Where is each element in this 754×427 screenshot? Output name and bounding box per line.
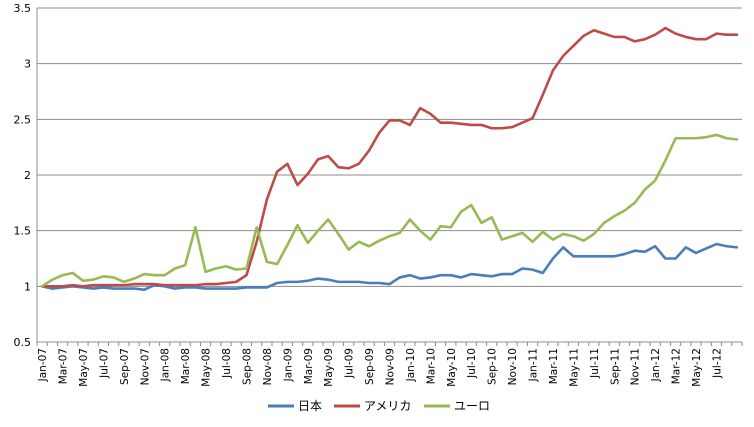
x-tick-label: May-11 [568,348,580,387]
legend-label: 日本 [298,399,322,413]
x-tick-label: Mar-12 [671,348,683,384]
y-tick-label: 2.5 [14,113,32,126]
x-tick-label: Jul-07 [98,348,110,379]
x-tick-label: Nov-08 [262,348,274,385]
y-tick-label: 0.5 [14,336,32,349]
grid-lines [37,7,742,287]
x-tick-label: Mar-10 [425,348,437,384]
series-lines [40,26,739,291]
x-tick-label: Mar-08 [180,348,192,384]
x-tick-label: Nov-10 [507,348,519,385]
x-tick-label: Mar-09 [303,348,315,384]
x-tick-label: Mar-07 [58,348,70,384]
x-tick-label: Jul-09 [344,348,356,379]
x-tick-label: Sep-07 [119,348,131,385]
y-tick-label: 1 [24,280,31,293]
x-tick-label: Jul-12 [711,348,723,379]
x-tick-label: Nov-07 [139,348,151,385]
x-tick-label: May-08 [201,348,213,387]
x-tick-label: Jan-12 [650,348,662,382]
x-tick-label: Jul-08 [221,348,233,379]
y-tick-label: 3 [24,58,31,71]
x-tick-label: Sep-08 [241,348,253,385]
x-tick-label: May-12 [691,348,703,387]
x-tick-label: Jan-07 [37,348,49,382]
x-tick-label: Nov-11 [630,348,642,385]
legend-label: ユーロ [454,399,490,413]
x-tick-label: Sep-11 [609,348,621,385]
x-tick-labels: Jan-07 Mar-07 May-07 Jul-07 Sep-07 Nov-07 Jan-… [37,348,723,387]
x-tick-label: Sep-10 [487,348,499,385]
legend-label: アメリカ [364,399,411,413]
x-tick-label: Jan-08 [160,348,172,382]
x-tick-label: Jan-10 [405,348,417,382]
legend: 日本 アメリカ ユーロ [268,399,490,413]
series-line-3 [40,133,739,288]
series-line-2 [40,26,739,288]
x-tick-label: May-09 [323,348,335,387]
axes [36,8,743,346]
x-tick-label: Sep-09 [364,348,376,385]
x-tick-label: Mar-11 [548,348,560,384]
x-tick-label: Jan-09 [282,348,294,382]
x-tick-label: May-10 [446,348,458,387]
x-tick-label: Jul-10 [466,348,478,379]
y-tick-label: 3.5 [14,2,32,15]
x-tick-label: Jan-11 [528,348,540,382]
x-tick-label: May-07 [78,348,90,387]
x-tick-label: Jul-11 [589,348,601,379]
y-tick-labels: 0.5 1 1.5 2 2.5 3 3.5 [14,2,32,349]
y-tick-label: 1.5 [14,225,32,238]
x-tick-label: Nov-09 [385,348,397,385]
y-tick-label: 2 [24,169,31,182]
